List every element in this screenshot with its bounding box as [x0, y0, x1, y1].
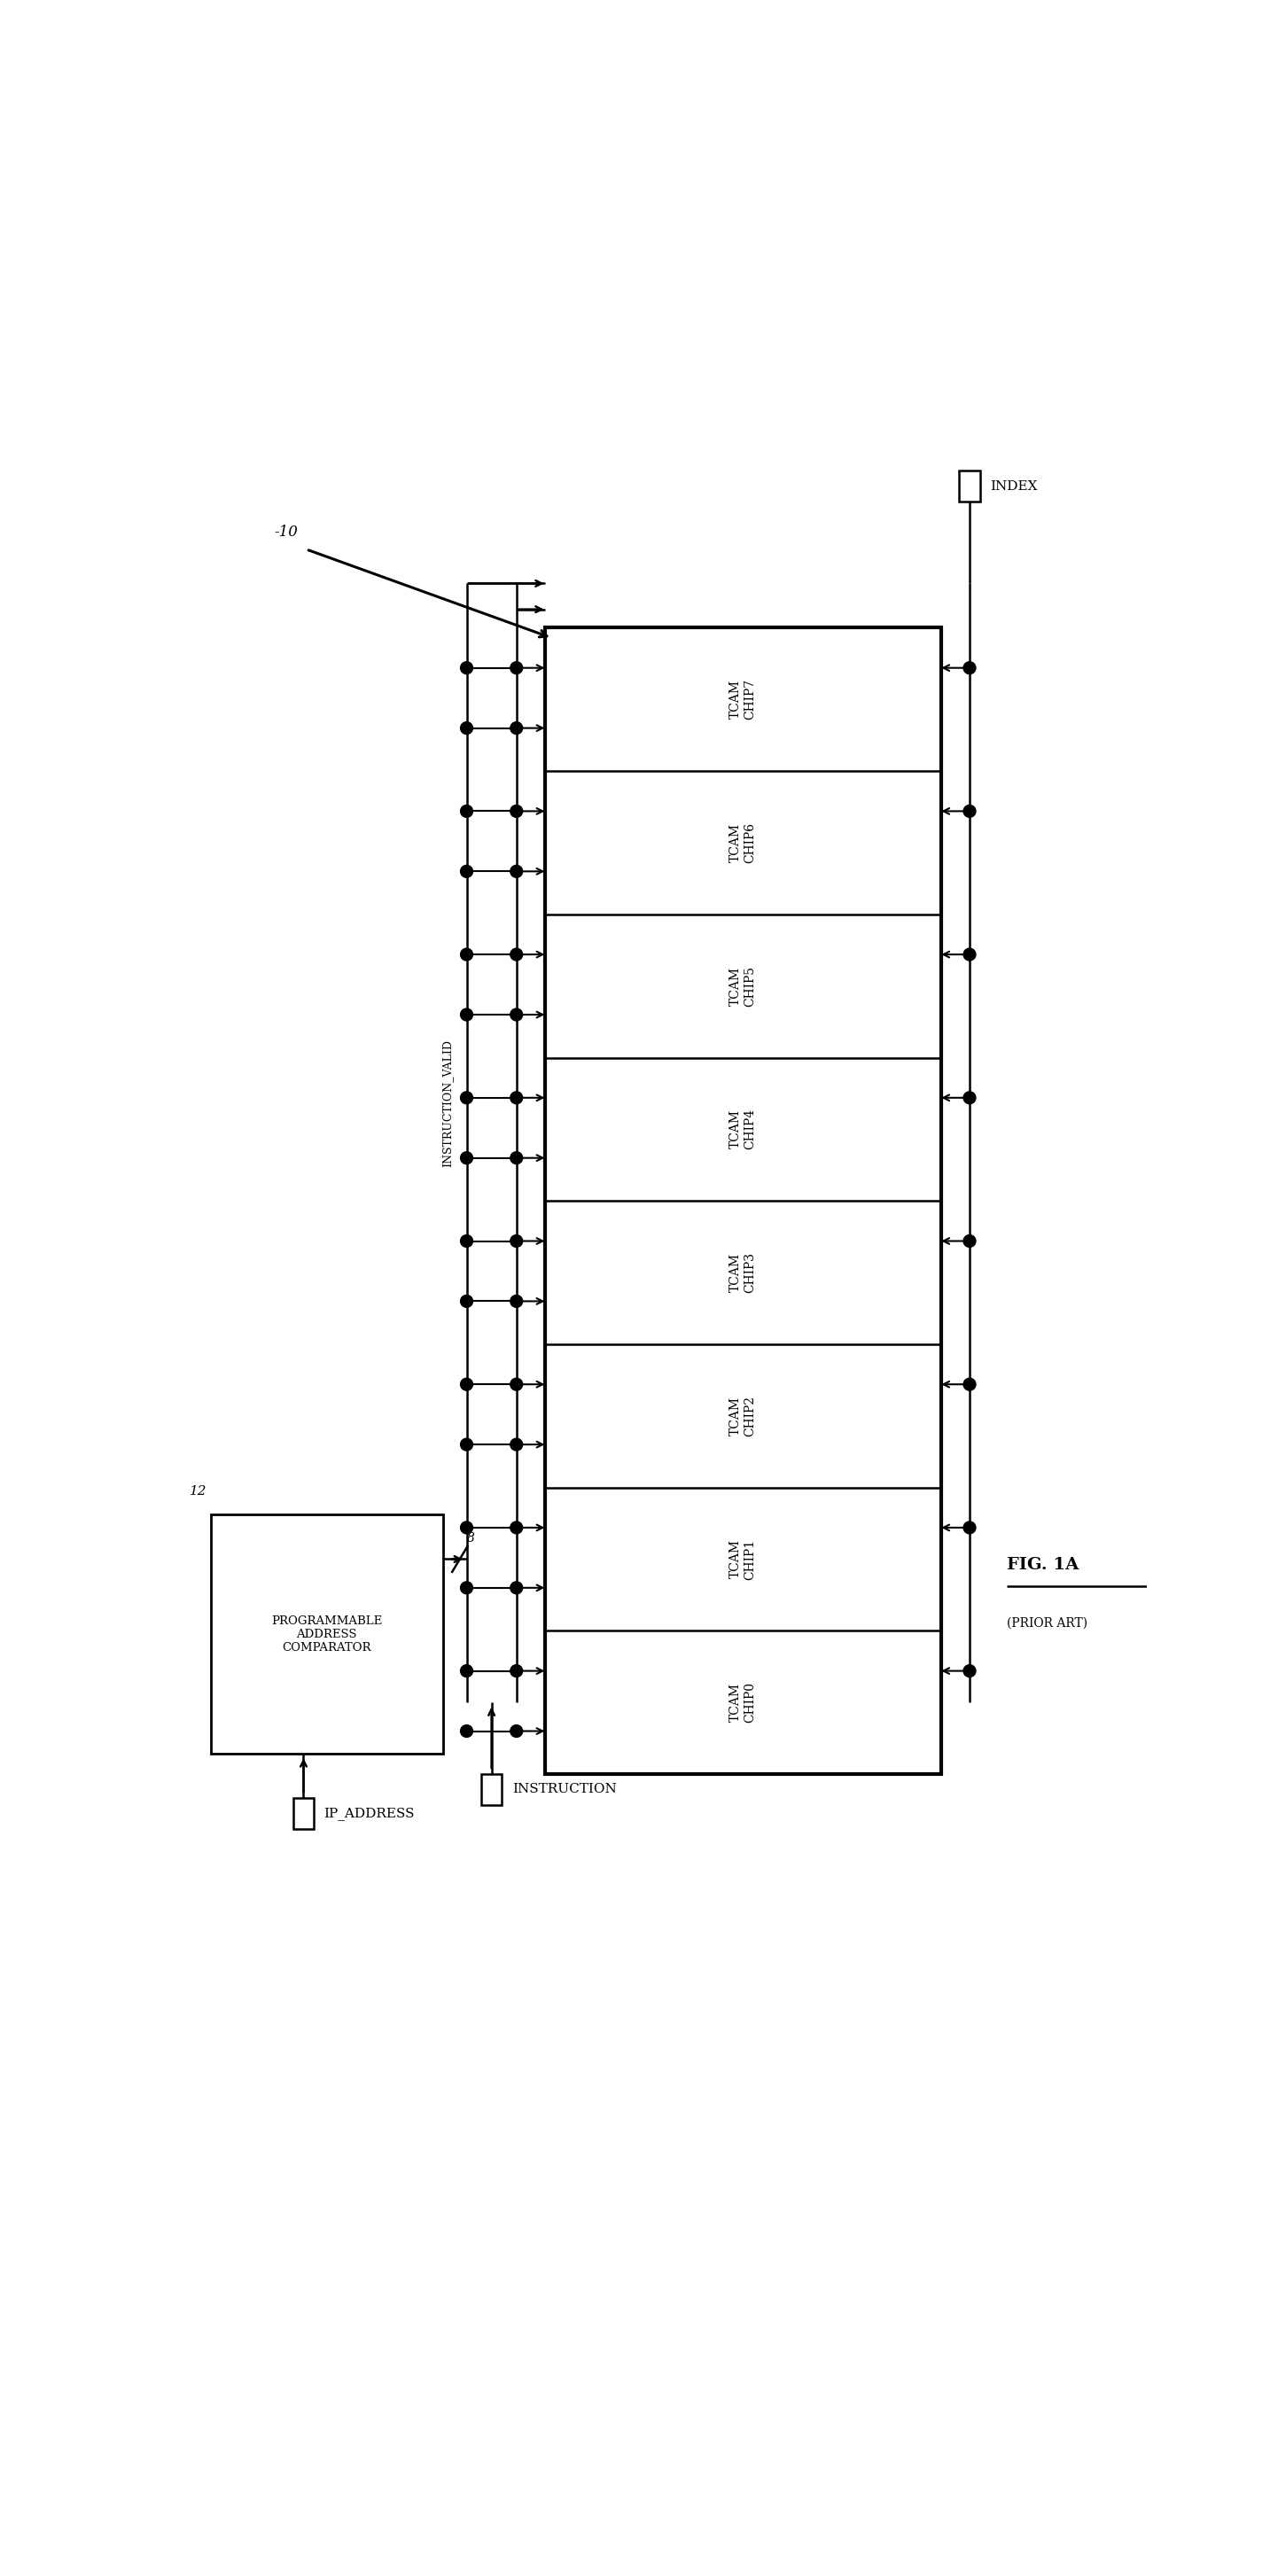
Circle shape — [510, 1296, 523, 1309]
Circle shape — [460, 1664, 473, 1677]
Circle shape — [964, 1522, 975, 1533]
Text: TCAM
CHIP2: TCAM CHIP2 — [730, 1396, 757, 1437]
Circle shape — [460, 1437, 473, 1450]
Circle shape — [964, 806, 975, 817]
Text: TCAM
CHIP5: TCAM CHIP5 — [730, 966, 757, 1007]
Circle shape — [510, 662, 523, 675]
Text: TCAM
CHIP6: TCAM CHIP6 — [730, 822, 757, 863]
Circle shape — [510, 866, 523, 878]
Circle shape — [460, 1726, 473, 1736]
Circle shape — [460, 866, 473, 878]
Circle shape — [460, 662, 473, 675]
Circle shape — [510, 1582, 523, 1595]
Circle shape — [964, 1664, 975, 1677]
Text: IP_ADDRESS: IP_ADDRESS — [325, 1806, 415, 1819]
Circle shape — [460, 948, 473, 961]
Text: TCAM
CHIP1: TCAM CHIP1 — [730, 1538, 757, 1579]
Text: FIG. 1A: FIG. 1A — [1007, 1556, 1079, 1574]
Circle shape — [460, 1296, 473, 1309]
Circle shape — [510, 1234, 523, 1247]
Circle shape — [460, 721, 473, 734]
Circle shape — [510, 1726, 523, 1736]
Circle shape — [460, 1378, 473, 1391]
Circle shape — [460, 1522, 473, 1533]
Circle shape — [964, 1092, 975, 1105]
Text: (PRIOR ART): (PRIOR ART) — [1007, 1618, 1088, 1631]
Text: PROGRAMMABLE
ADDRESS
COMPARATOR: PROGRAMMABLE ADDRESS COMPARATOR — [271, 1615, 382, 1654]
Circle shape — [460, 1234, 473, 1247]
Bar — [482, 1775, 502, 1806]
Circle shape — [460, 1092, 473, 1105]
Circle shape — [460, 1007, 473, 1020]
Text: INSTRUCTION: INSTRUCTION — [512, 1783, 616, 1795]
Circle shape — [460, 806, 473, 817]
Text: INDEX: INDEX — [990, 479, 1038, 492]
Bar — [293, 1798, 314, 1829]
Text: INSTRUCTION_VALID: INSTRUCTION_VALID — [442, 1038, 454, 1167]
Circle shape — [964, 1378, 975, 1391]
Circle shape — [964, 948, 975, 961]
Circle shape — [510, 1437, 523, 1450]
Circle shape — [510, 1378, 523, 1391]
Circle shape — [460, 1582, 473, 1595]
Text: 12: 12 — [190, 1486, 207, 1497]
Text: -10: -10 — [273, 526, 298, 541]
Text: 8: 8 — [466, 1533, 474, 1543]
Text: TCAM
CHIP3: TCAM CHIP3 — [730, 1252, 757, 1293]
Circle shape — [510, 948, 523, 961]
Bar — [960, 471, 980, 502]
Text: TCAM
CHIP0: TCAM CHIP0 — [730, 1682, 757, 1723]
Bar — [546, 629, 941, 1775]
Circle shape — [510, 1522, 523, 1533]
Circle shape — [510, 1092, 523, 1105]
Circle shape — [510, 1151, 523, 1164]
Circle shape — [510, 1664, 523, 1677]
Circle shape — [510, 806, 523, 817]
Circle shape — [510, 721, 523, 734]
Text: TCAM
CHIP4: TCAM CHIP4 — [730, 1108, 757, 1149]
Circle shape — [460, 1151, 473, 1164]
Circle shape — [964, 662, 975, 675]
Circle shape — [964, 1234, 975, 1247]
Circle shape — [510, 1007, 523, 1020]
Bar — [211, 1515, 442, 1754]
Text: TCAM
CHIP7: TCAM CHIP7 — [730, 680, 757, 719]
